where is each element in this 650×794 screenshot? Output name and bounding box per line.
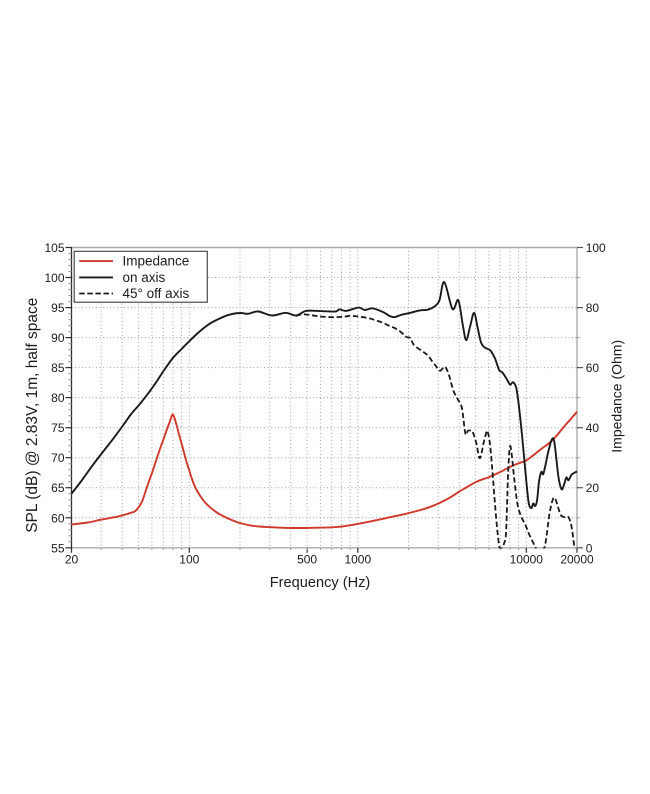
svg-text:40: 40 <box>586 421 600 435</box>
svg-text:45° off axis: 45° off axis <box>123 286 190 301</box>
svg-text:20: 20 <box>65 553 79 567</box>
svg-text:90: 90 <box>51 331 65 345</box>
svg-text:Frequency (Hz): Frequency (Hz) <box>270 575 371 591</box>
svg-text:on axis: on axis <box>123 270 166 285</box>
svg-text:105: 105 <box>44 241 64 255</box>
svg-text:85: 85 <box>51 361 65 375</box>
svg-text:80: 80 <box>586 301 600 315</box>
svg-text:70: 70 <box>51 451 65 465</box>
svg-text:500: 500 <box>297 553 317 567</box>
svg-text:100: 100 <box>179 553 199 567</box>
svg-text:Impedance: Impedance <box>123 254 190 269</box>
svg-text:Impedance (Ohm): Impedance (Ohm) <box>608 340 624 453</box>
svg-text:60: 60 <box>51 511 65 525</box>
svg-text:1000: 1000 <box>344 553 371 567</box>
svg-text:75: 75 <box>51 421 65 435</box>
svg-text:100: 100 <box>44 271 64 285</box>
svg-text:20: 20 <box>586 481 600 495</box>
svg-text:95: 95 <box>51 301 65 315</box>
svg-text:65: 65 <box>51 481 65 495</box>
svg-text:100: 100 <box>586 241 606 255</box>
svg-text:SPL (dB) @ 2.83V, 1m, half spa: SPL (dB) @ 2.83V, 1m, half space <box>24 298 41 533</box>
svg-text:80: 80 <box>51 391 65 405</box>
svg-text:60: 60 <box>586 361 600 375</box>
svg-text:10000: 10000 <box>510 553 544 567</box>
svg-text:55: 55 <box>51 541 65 555</box>
svg-text:0: 0 <box>586 541 593 555</box>
svg-text:20000: 20000 <box>560 553 594 567</box>
